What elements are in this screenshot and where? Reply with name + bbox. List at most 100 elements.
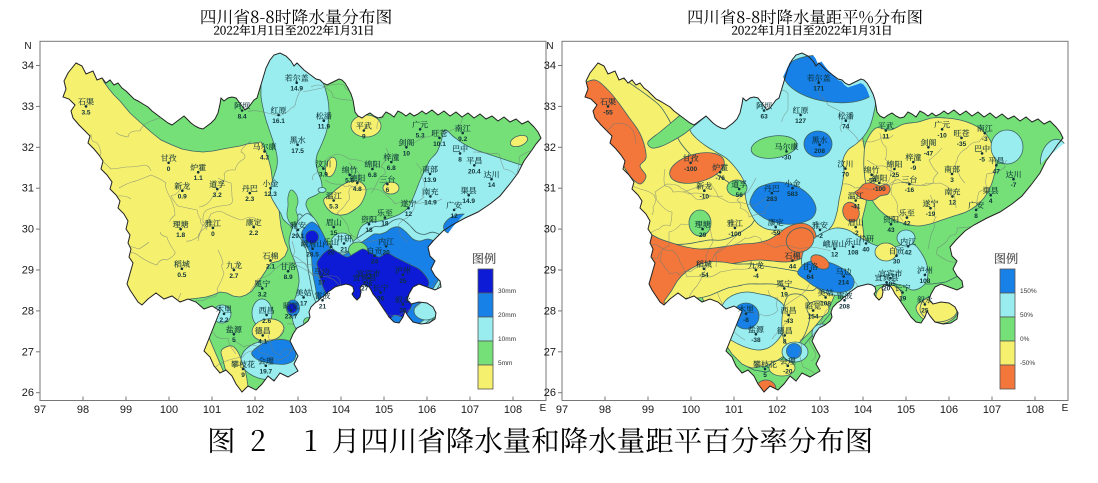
svg-text:-50%: -50% [1020,360,1035,367]
svg-text:2.2: 2.2 [249,230,258,237]
svg-text:20: 20 [327,250,335,257]
svg-text:4: 4 [989,198,993,205]
svg-text:17: 17 [300,300,308,307]
svg-text:23.7: 23.7 [285,314,298,321]
svg-text:-2: -2 [853,230,859,237]
svg-text:107: 107 [461,404,479,416]
svg-text:3.2: 3.2 [258,291,267,298]
svg-text:107: 107 [983,404,1001,416]
svg-text:-20: -20 [783,369,793,376]
svg-text:28.5: 28.5 [306,252,319,259]
svg-text:17.5: 17.5 [291,148,304,155]
svg-text:31: 31 [544,183,556,195]
svg-text:5.3: 5.3 [416,132,425,139]
svg-text:34: 34 [544,60,556,72]
svg-text:20: 20 [382,249,390,256]
svg-text:104: 104 [332,404,350,416]
svg-text:-5: -5 [979,156,985,163]
svg-text:31: 31 [22,183,34,195]
svg-text:20mm: 20mm [498,312,516,319]
svg-text:100: 100 [160,404,178,416]
svg-text:0.5: 0.5 [177,272,186,279]
svg-text:283: 283 [766,196,777,203]
svg-text:14.9: 14.9 [424,199,437,206]
svg-text:105: 105 [375,404,393,416]
svg-text:-100: -100 [873,186,886,193]
svg-text:-19: -19 [926,211,936,218]
svg-text:99: 99 [642,404,654,416]
svg-text:97: 97 [34,404,46,416]
svg-text:70: 70 [842,172,850,179]
svg-text:2.2: 2.2 [219,317,228,324]
svg-text:20.4: 20.4 [468,168,481,175]
svg-text:42: 42 [904,249,912,256]
svg-text:N: N [546,41,553,52]
svg-text:21: 21 [340,246,348,253]
svg-text:101: 101 [725,404,743,416]
svg-text:-100: -100 [684,166,697,173]
svg-text:5.5: 5.5 [345,178,354,185]
svg-text:21: 21 [319,303,327,310]
svg-text:106: 106 [940,404,958,416]
svg-text:11: 11 [882,134,889,141]
svg-text:108: 108 [504,404,522,416]
svg-text:6: 6 [386,187,390,194]
svg-text:4.3: 4.3 [260,154,269,161]
svg-text:0.9: 0.9 [178,194,187,201]
svg-text:8: 8 [458,156,462,163]
svg-text:26: 26 [544,387,556,399]
svg-text:12.3: 12.3 [264,191,277,198]
svg-text:27: 27 [544,346,556,358]
svg-text:-59: -59 [867,178,877,185]
svg-text:19.7: 19.7 [259,369,272,376]
svg-text:43: 43 [887,227,895,234]
svg-text:-59: -59 [771,230,781,237]
svg-text:56: 56 [736,192,744,199]
svg-text:103: 103 [289,404,307,416]
svg-text:15: 15 [330,230,338,237]
svg-text:29: 29 [22,265,34,277]
svg-text:19: 19 [899,296,907,303]
svg-text:9.2: 9.2 [458,136,467,143]
svg-text:108: 108 [919,278,930,285]
svg-text:8: 8 [783,338,787,345]
svg-text:150%: 150% [1020,288,1037,295]
svg-text:214: 214 [838,280,849,287]
svg-text:6.8: 6.8 [368,172,377,179]
svg-text:32: 32 [544,142,556,154]
svg-text:30mm: 30mm [498,288,516,295]
svg-text:18: 18 [365,227,373,234]
svg-text:29: 29 [699,232,707,239]
svg-text:0: 0 [167,166,171,173]
svg-text:26: 26 [22,387,34,399]
svg-text:10.1: 10.1 [433,141,446,148]
svg-text:-10: -10 [700,194,710,201]
svg-text:30: 30 [544,224,556,236]
svg-text:106: 106 [418,404,436,416]
svg-text:171: 171 [813,86,824,93]
svg-text:11.9: 11.9 [318,124,331,131]
svg-text:N: N [24,41,31,52]
svg-text:30: 30 [22,224,34,236]
svg-text:14.9: 14.9 [462,198,475,205]
svg-text:13.9: 13.9 [424,177,437,184]
svg-text:9: 9 [241,372,245,379]
svg-text:2.3: 2.3 [245,196,254,203]
svg-text:108: 108 [1026,404,1044,416]
svg-text:2.1: 2.1 [266,264,275,271]
svg-text:30: 30 [893,259,901,266]
svg-text:1.8: 1.8 [176,232,185,239]
svg-text:E: E [1062,403,1069,414]
svg-text:-41: -41 [851,204,861,211]
svg-text:8: 8 [974,213,978,220]
svg-text:24: 24 [371,259,379,266]
svg-text:8.4: 8.4 [238,114,247,121]
svg-text:47: 47 [993,168,1001,175]
svg-text:99: 99 [120,404,132,416]
svg-text:108: 108 [820,300,831,307]
svg-text:-43: -43 [784,318,794,325]
svg-text:64: 64 [806,274,814,281]
svg-text:17: 17 [318,280,326,287]
svg-text:19: 19 [781,291,789,298]
svg-text:16.1: 16.1 [272,118,285,125]
